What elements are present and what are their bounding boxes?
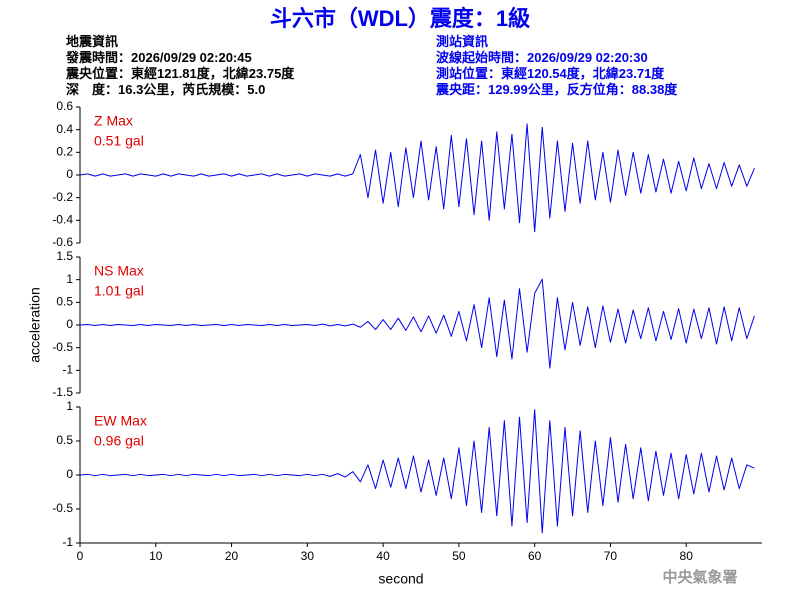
waveform <box>79 123 755 233</box>
info-line: 波線起始時間：2026/09/29 02:20:30 <box>436 50 648 65</box>
waveform <box>79 409 755 534</box>
info-line: 測站資訊 <box>436 34 488 49</box>
y-tick-label: 0.5 <box>56 433 73 447</box>
y-tick-label: 1 <box>66 272 73 286</box>
x-tick-label: 20 <box>225 549 239 563</box>
x-tick-label: 80 <box>680 549 694 563</box>
y-tick-label: -0.5 <box>52 501 73 515</box>
y-tick-label: 0.5 <box>56 295 73 309</box>
annotation: EW Max <box>94 413 147 429</box>
y-tick-label: 0 <box>66 167 73 181</box>
info-line: 發震時間：2026/09/29 02:20:45 <box>65 50 252 65</box>
y-tick-label: 1.5 <box>56 249 73 263</box>
info-line: 深 度：16.3公里，芮氏規模：5.0 <box>66 82 265 97</box>
annotation: Z Max <box>94 113 133 129</box>
x-tick-label: 50 <box>452 549 466 563</box>
x-axis-label: second <box>378 571 423 587</box>
annotation: 0.51 gal <box>94 133 144 149</box>
x-tick-label: 70 <box>604 549 618 563</box>
y-axis-label: acceleration <box>27 287 43 363</box>
info-line: 地震資訊 <box>66 34 118 49</box>
y-tick-label: -0.6 <box>52 235 73 249</box>
y-tick-label: 0 <box>66 317 73 331</box>
chart-title: 斗六市（WDL）震度：1級 <box>270 6 530 31</box>
y-tick-label: -1 <box>62 363 73 377</box>
x-tick-label: 0 <box>77 549 84 563</box>
y-tick-label: -0.4 <box>52 213 73 227</box>
y-tick-label: -1.5 <box>52 385 73 399</box>
y-tick-label: -0.2 <box>52 190 73 204</box>
annotation: 0.96 gal <box>94 433 144 449</box>
footer: 中央氣象署 <box>662 568 737 586</box>
waveform <box>79 278 755 369</box>
annotation: 1.01 gal <box>94 283 144 299</box>
annotation: NS Max <box>94 263 144 279</box>
y-tick-label: 0 <box>66 467 73 481</box>
x-tick-label: 60 <box>528 549 542 563</box>
x-tick-label: 40 <box>376 549 390 563</box>
y-tick-label: -1 <box>62 535 73 549</box>
y-tick-label: 1 <box>66 399 73 413</box>
y-tick-label: 0.6 <box>56 99 73 113</box>
y-tick-label: 0.2 <box>56 145 73 159</box>
x-tick-label: 30 <box>301 549 315 563</box>
info-line: 震央距：129.99公里，反方位角：88.38度 <box>435 82 678 97</box>
y-tick-label: -0.5 <box>52 340 73 354</box>
info-line: 測站位置：東經120.54度，北緯23.71度 <box>436 66 665 81</box>
y-tick-label: 0.4 <box>56 122 73 136</box>
x-tick-label: 10 <box>149 549 163 563</box>
info-line: 震央位置：東經121.81度，北緯23.75度 <box>65 66 295 81</box>
